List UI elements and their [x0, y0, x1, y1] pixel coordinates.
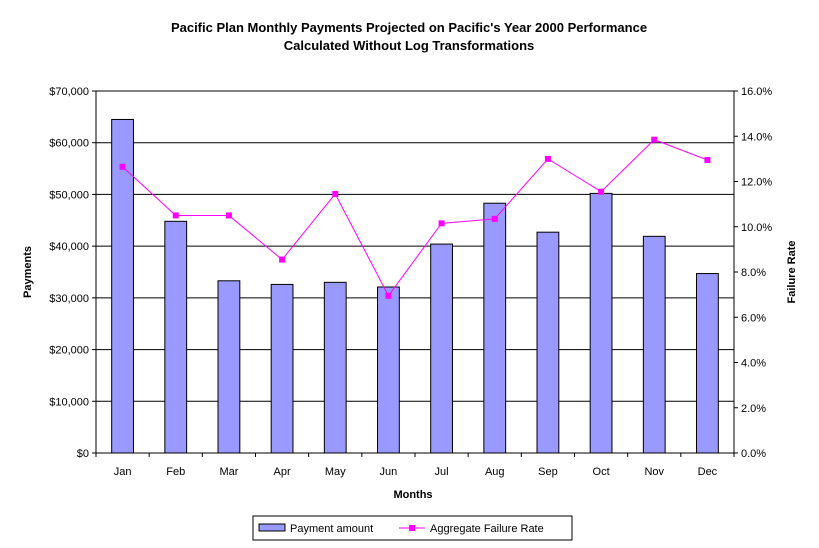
legend-marker-aggregate-failure-rate	[409, 525, 415, 531]
y2-tick-label: 6.0%	[741, 312, 766, 324]
y-axis-ticks: $0 $10,000 $20,000 $30,000 $40,000 $50,000 $60…	[49, 86, 96, 460]
bar-sep	[536, 231, 560, 454]
legend: Payment amount Aggregate Failure Rate	[252, 515, 573, 541]
point-sep	[544, 155, 551, 162]
line-series	[119, 136, 711, 299]
legend-label-payment-amount: Payment amount	[290, 523, 373, 535]
x-tick-label-feb: Feb	[166, 466, 185, 478]
point-aug	[491, 215, 498, 222]
bar-jun	[377, 286, 400, 454]
x-tick-label-nov: Nov	[644, 466, 664, 478]
y2-tick-label: 8.0%	[741, 267, 766, 279]
line-aggregate-failure-rate	[122, 139, 708, 297]
y-tick-label: $70,000	[49, 86, 89, 98]
point-dec	[704, 157, 711, 164]
bar-may	[323, 281, 347, 454]
y2-tick-label: 10.0%	[741, 222, 772, 234]
bar-nov	[642, 235, 666, 454]
chart-title: Pacific Plan Monthly Payments Projected …	[171, 20, 647, 35]
gridlines	[96, 90, 734, 402]
y-tick-label: $20,000	[49, 345, 89, 357]
point-apr	[279, 256, 286, 263]
y2-tick-label: 0.0%	[741, 448, 766, 460]
point-jul	[438, 220, 445, 227]
y-tick-label: $60,000	[49, 138, 89, 150]
x-tick-label-dec: Dec	[698, 466, 718, 478]
bar-oct	[589, 192, 613, 454]
x-tick-label-oct: Oct	[593, 466, 610, 478]
point-feb	[172, 212, 179, 219]
y2-tick-label: 14.0%	[741, 131, 772, 143]
x-tick-label-aug: Aug	[485, 466, 505, 478]
y2-tick-label: 16.0%	[741, 86, 772, 98]
y2-tick-label: 2.0%	[741, 403, 766, 415]
y-tick-label: $0	[77, 448, 89, 460]
bar-jul	[430, 243, 453, 454]
x-tick-label-mar: Mar	[219, 466, 238, 478]
legend-label-aggregate-failure-rate: Aggregate Failure Rate	[430, 523, 544, 535]
x-axis-ticks: Jan Feb Mar Apr May Jun Jul Aug Sep Oct Nov Dec	[95, 453, 735, 478]
y-tick-label: $30,000	[49, 293, 89, 305]
x-tick-label-sep: Sep	[538, 466, 558, 478]
bar-aug	[483, 202, 507, 454]
point-nov	[651, 136, 658, 143]
x-tick-label-jan: Jan	[114, 466, 132, 478]
point-jan	[119, 163, 126, 170]
bar-apr	[270, 283, 294, 454]
point-mar	[225, 212, 232, 219]
point-jun	[385, 292, 392, 299]
y-tick-label: $50,000	[49, 189, 89, 201]
bar-series	[111, 118, 719, 454]
bar-mar	[217, 280, 241, 454]
x-tick-label-may: May	[325, 466, 346, 478]
y-tick-label: $10,000	[49, 396, 89, 408]
plot-area	[96, 91, 734, 453]
y-axis-title: Payments	[22, 246, 34, 298]
bar-dec	[696, 273, 719, 454]
x-tick-label-jul: Jul	[435, 466, 449, 478]
y-tick-label: $40,000	[49, 241, 89, 253]
y2-tick-label: 12.0%	[741, 177, 772, 189]
y2-axis-title: Failure Rate	[786, 241, 798, 304]
point-oct	[598, 188, 605, 195]
x-tick-label-jun: Jun	[380, 466, 398, 478]
x-tick-label-apr: Apr	[274, 466, 291, 478]
y2-tick-label: 4.0%	[741, 358, 766, 370]
x-axis-title: Months	[393, 489, 432, 501]
chart-subtitle: Calculated Without Log Transformations	[284, 38, 535, 53]
legend-swatch-payment-amount	[258, 523, 286, 532]
point-may	[332, 190, 339, 197]
bar-feb	[164, 220, 188, 454]
y2-axis-ticks: 0.0% 2.0% 4.0% 6.0% 8.0% 10.0% 12.0% 14.0% 16.0%	[734, 86, 772, 460]
